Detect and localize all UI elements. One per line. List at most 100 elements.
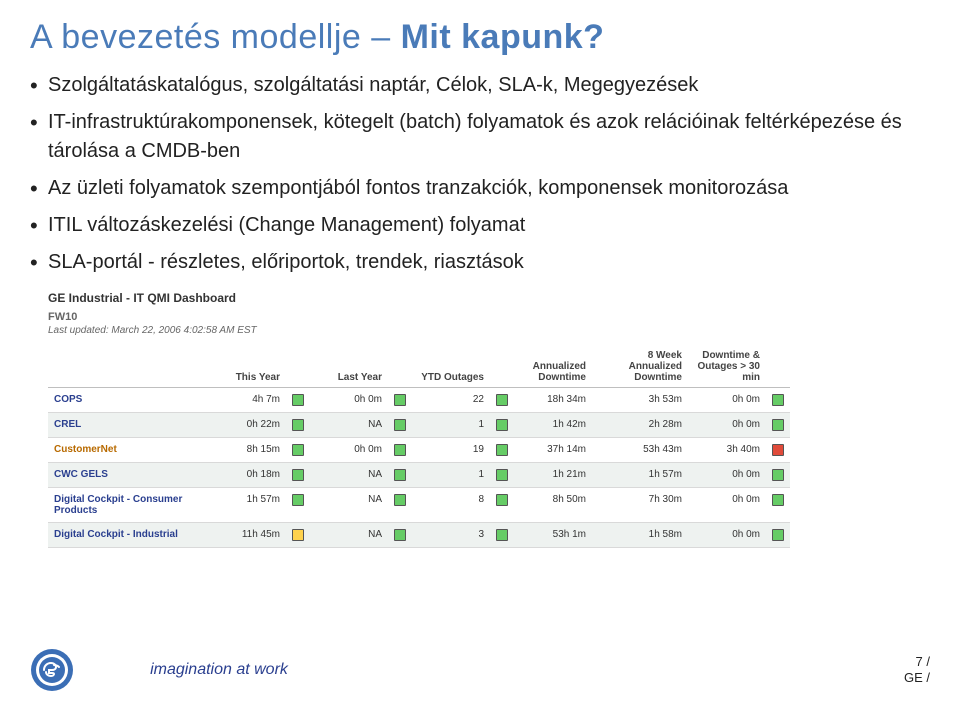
col-lastyear: Last Year <box>310 346 388 388</box>
table-row: COPS4h 7m0h 0m2218h 34m3h 53m0h 0m <box>48 388 790 413</box>
cell-lastyear: 0h 0m <box>310 388 388 413</box>
status-icon <box>772 394 784 406</box>
cell-annualized: 1h 42m <box>514 413 592 438</box>
title-pre: A bevezetés modellje – <box>30 18 401 56</box>
cell-icon <box>766 413 790 438</box>
cell-icon <box>592 523 610 548</box>
page-number-line1: 7 / <box>904 654 930 670</box>
cell-annualized: 18h 34m <box>514 388 592 413</box>
cell-icon <box>286 413 310 438</box>
cell-ytd: 19 <box>412 438 490 463</box>
status-icon <box>394 394 406 406</box>
col-thisyear: This Year <box>208 346 286 388</box>
table-row: Digital Cockpit - Consumer Products1h 57… <box>48 488 790 523</box>
row-name[interactable]: Digital Cockpit - Consumer Products <box>48 488 208 523</box>
cell-lastyear: NA <box>310 463 388 488</box>
row-name[interactable]: CREL <box>48 413 208 438</box>
cell-8week: 3h 53m <box>610 388 688 413</box>
cell-icon <box>592 413 610 438</box>
cell-icon <box>766 523 790 548</box>
cell-8week: 1h 57m <box>610 463 688 488</box>
status-icon <box>496 494 508 506</box>
cell-icon <box>766 488 790 523</box>
cell-icon <box>286 523 310 548</box>
cell-thisyear: 0h 22m <box>208 413 286 438</box>
status-icon <box>394 494 406 506</box>
cell-icon <box>388 463 412 488</box>
status-icon <box>772 419 784 431</box>
cell-8week: 2h 28m <box>610 413 688 438</box>
bullet-list: Szolgáltatáskatalógus, szolgáltatási nap… <box>30 71 930 277</box>
cell-annualized: 8h 50m <box>514 488 592 523</box>
row-name[interactable]: CWC GELS <box>48 463 208 488</box>
table-body: COPS4h 7m0h 0m2218h 34m3h 53m0h 0mCREL0h… <box>48 388 790 548</box>
status-icon <box>496 419 508 431</box>
dashboard-screenshot: GE Industrial - IT QMI Dashboard FW10 La… <box>48 291 930 548</box>
bullet-item: IT-infrastruktúrakomponensek, kötegelt (… <box>30 108 930 166</box>
cell-downtime30: 0h 0m <box>688 413 766 438</box>
footer: imagination at work 7 / GE / <box>0 648 960 692</box>
cell-lastyear: NA <box>310 413 388 438</box>
cell-downtime30: 0h 0m <box>688 463 766 488</box>
status-icon <box>496 394 508 406</box>
row-name[interactable]: CustomerNet <box>48 438 208 463</box>
col-icon <box>388 346 412 388</box>
status-icon <box>496 529 508 541</box>
cell-icon <box>388 438 412 463</box>
cell-lastyear: NA <box>310 488 388 523</box>
row-name[interactable]: Digital Cockpit - Industrial <box>48 523 208 548</box>
cell-thisyear: 1h 57m <box>208 488 286 523</box>
cell-ytd: 1 <box>412 463 490 488</box>
cell-lastyear: 0h 0m <box>310 438 388 463</box>
cell-lastyear: NA <box>310 523 388 548</box>
ge-logo-icon <box>30 648 74 692</box>
bullet-item: Szolgáltatáskatalógus, szolgáltatási nap… <box>30 71 930 100</box>
cell-annualized: 37h 14m <box>514 438 592 463</box>
status-icon <box>772 444 784 456</box>
cell-icon <box>286 438 310 463</box>
page-number: 7 / GE / <box>904 654 930 687</box>
cell-icon <box>592 463 610 488</box>
status-icon <box>292 469 304 481</box>
status-icon <box>292 444 304 456</box>
status-icon <box>394 469 406 481</box>
cell-thisyear: 4h 7m <box>208 388 286 413</box>
cell-downtime30: 0h 0m <box>688 488 766 523</box>
cell-icon <box>388 523 412 548</box>
cell-icon <box>490 413 514 438</box>
table-head: This Year Last Year YTD Outages Annualiz… <box>48 346 790 388</box>
cell-thisyear: 0h 18m <box>208 463 286 488</box>
cell-ytd: 1 <box>412 413 490 438</box>
cell-8week: 53h 43m <box>610 438 688 463</box>
title-bold: Mit kapunk? <box>401 18 605 56</box>
status-icon <box>394 444 406 456</box>
cell-icon <box>286 388 310 413</box>
cell-8week: 1h 58m <box>610 523 688 548</box>
cell-downtime30: 3h 40m <box>688 438 766 463</box>
cell-downtime30: 0h 0m <box>688 388 766 413</box>
col-icon <box>766 346 790 388</box>
cell-thisyear: 8h 15m <box>208 438 286 463</box>
cell-icon <box>490 438 514 463</box>
cell-thisyear: 11h 45m <box>208 523 286 548</box>
bullet-item: Az üzleti folyamatok szempontjából fonto… <box>30 174 930 203</box>
table-row: CustomerNet8h 15m 0h 0m 19 37h 14m 53h 43m3h… <box>48 438 790 463</box>
cell-annualized: 1h 21m <box>514 463 592 488</box>
cell-icon <box>592 388 610 413</box>
status-icon <box>772 469 784 481</box>
status-icon <box>772 529 784 541</box>
col-name <box>48 346 208 388</box>
cell-annualized: 53h 1m <box>514 523 592 548</box>
dashboard-title: GE Industrial - IT QMI Dashboard <box>48 291 930 305</box>
row-name[interactable]: COPS <box>48 388 208 413</box>
status-icon <box>394 529 406 541</box>
status-icon <box>496 444 508 456</box>
cell-ytd: 22 <box>412 388 490 413</box>
cell-icon <box>592 438 610 463</box>
cell-icon <box>490 523 514 548</box>
cell-icon <box>388 488 412 523</box>
cell-8week: 7h 30m <box>610 488 688 523</box>
status-icon <box>772 494 784 506</box>
cell-icon <box>490 488 514 523</box>
cell-icon <box>388 388 412 413</box>
